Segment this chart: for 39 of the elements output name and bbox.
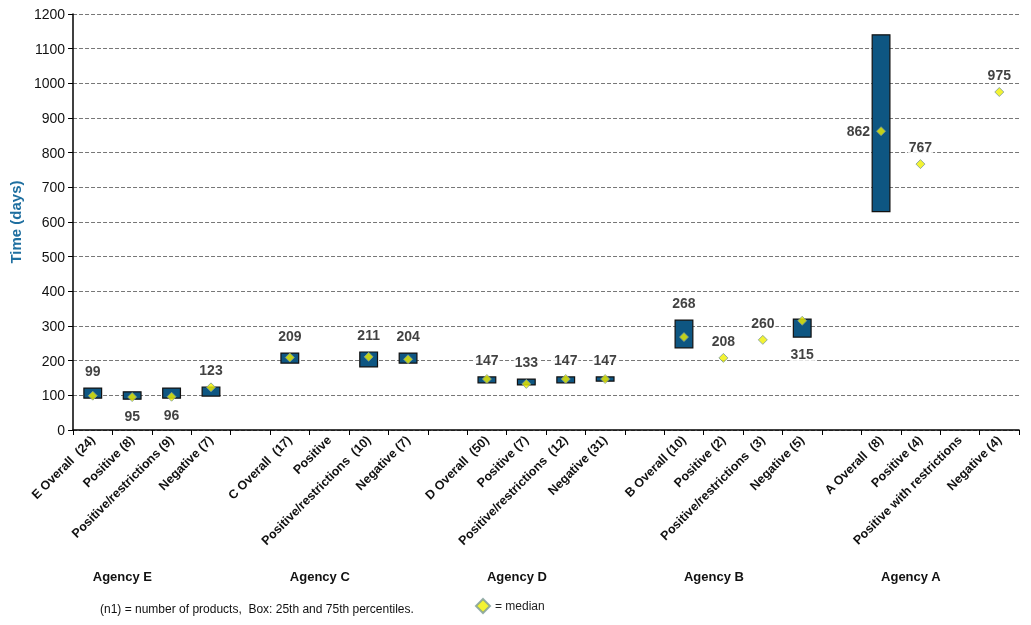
y-tick-label: 100 bbox=[41, 387, 66, 404]
y-tick-label: 600 bbox=[41, 214, 66, 230]
data-label: 260 bbox=[751, 314, 775, 331]
text: Agency A bbox=[881, 569, 942, 584]
data-label: 123 bbox=[199, 362, 223, 379]
data-label: 315 bbox=[790, 346, 815, 363]
data-label: 95 bbox=[124, 408, 141, 425]
data-label: 147 bbox=[554, 351, 578, 368]
data-label: 204 bbox=[396, 328, 420, 345]
legend-label: = median bbox=[495, 599, 545, 613]
y-tick-label: 400 bbox=[41, 283, 66, 300]
y-tick-label: 300 bbox=[41, 318, 66, 334]
text: Agency D bbox=[486, 569, 547, 584]
data-label: 133 bbox=[514, 354, 539, 371]
text: Agency C bbox=[289, 569, 351, 584]
text: Agency B bbox=[683, 569, 744, 584]
y-tick-label: 1000 bbox=[33, 75, 66, 92]
data-label: 862 bbox=[846, 123, 871, 140]
data-label: 767 bbox=[908, 139, 933, 156]
y-tick-label: 0 bbox=[57, 422, 66, 438]
text: Agency E bbox=[92, 569, 153, 584]
data-label: 975 bbox=[987, 67, 1012, 83]
y-tick-label: 1200 bbox=[33, 6, 66, 22]
y-tick-label: 1100 bbox=[34, 40, 66, 57]
y-tick-label: 200 bbox=[41, 352, 66, 369]
data-label: 268 bbox=[672, 295, 696, 312]
y-axis-title: Time (days) bbox=[7, 180, 24, 264]
y-tick-label: 900 bbox=[41, 110, 66, 126]
y-tick-label: 700 bbox=[41, 179, 66, 196]
text: (n1) = number of products, Box: 25th and 75th percentiles. bbox=[100, 602, 414, 616]
y-tick-label: 500 bbox=[41, 248, 66, 265]
data-label: 147 bbox=[475, 351, 499, 368]
data-label: 96 bbox=[163, 407, 180, 424]
y-tick-label: 800 bbox=[41, 144, 66, 161]
data-label: 209 bbox=[278, 328, 302, 345]
data-label: 211 bbox=[357, 327, 381, 343]
data-label: 208 bbox=[711, 332, 736, 349]
data-label: 99 bbox=[84, 363, 101, 380]
data-label: 147 bbox=[593, 351, 618, 368]
